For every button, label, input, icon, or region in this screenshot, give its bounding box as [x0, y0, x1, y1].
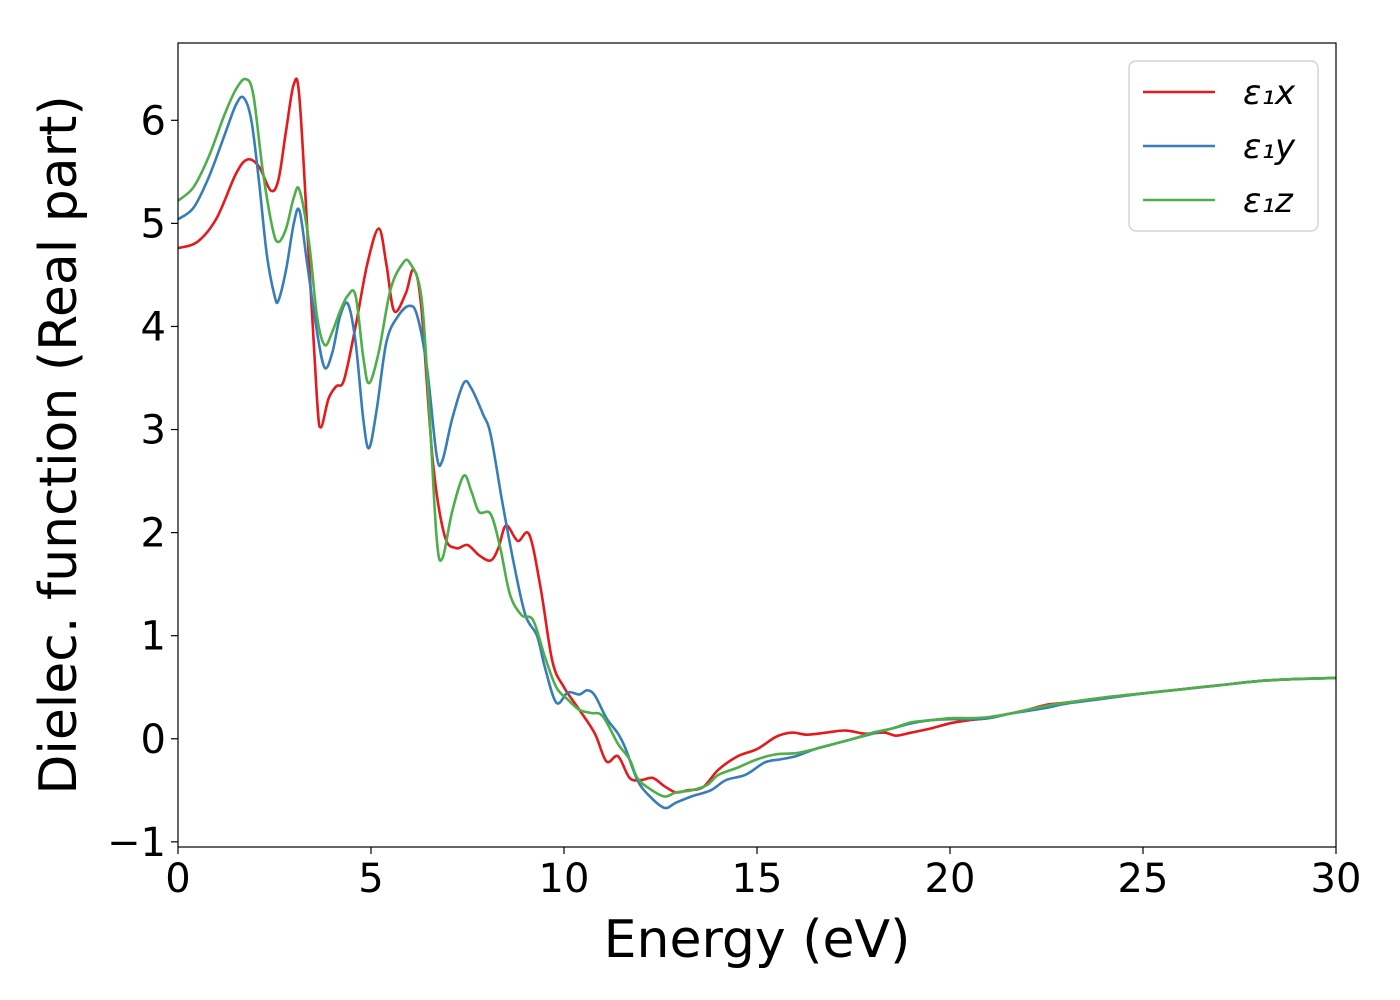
y-tick-label: 6 [141, 98, 166, 144]
x-axis: 0 5 10 15 20 25 30 [165, 847, 1361, 902]
y-tick-label: −1 [107, 820, 166, 866]
y-axis-title: Dielec. function (Real part) [29, 95, 89, 794]
y-tick-label: 5 [141, 201, 166, 247]
x-tick-label: 5 [358, 856, 383, 902]
legend-label-1: ε₁x [1243, 73, 1296, 113]
y-axis: −1 0 1 2 3 4 5 6 [107, 98, 178, 866]
x-axis-title: Energy (eV) [604, 910, 911, 970]
y-tick-label: 2 [141, 511, 166, 557]
y-tick-label: 4 [141, 304, 166, 350]
x-tick-label: 25 [1118, 856, 1169, 902]
x-tick-label: 15 [732, 856, 783, 902]
x-tick-label: 20 [925, 856, 976, 902]
legend-label-3: ε₁z [1243, 181, 1294, 221]
legend-box [1128, 60, 1319, 232]
series-line-1 [178, 77, 1336, 794]
x-tick-label: 0 [165, 856, 190, 902]
series-layer [178, 77, 1336, 810]
series-line-3 [178, 77, 1336, 798]
legend-label-2: ε₁y [1243, 127, 1296, 167]
y-tick-label: 1 [141, 614, 166, 660]
x-tick-label: 30 [1311, 856, 1362, 902]
x-tick-label: 10 [539, 856, 590, 902]
y-tick-label: 0 [141, 717, 166, 763]
legend: ε₁x ε₁y ε₁z [1128, 60, 1319, 232]
y-tick-label: 3 [141, 408, 166, 454]
